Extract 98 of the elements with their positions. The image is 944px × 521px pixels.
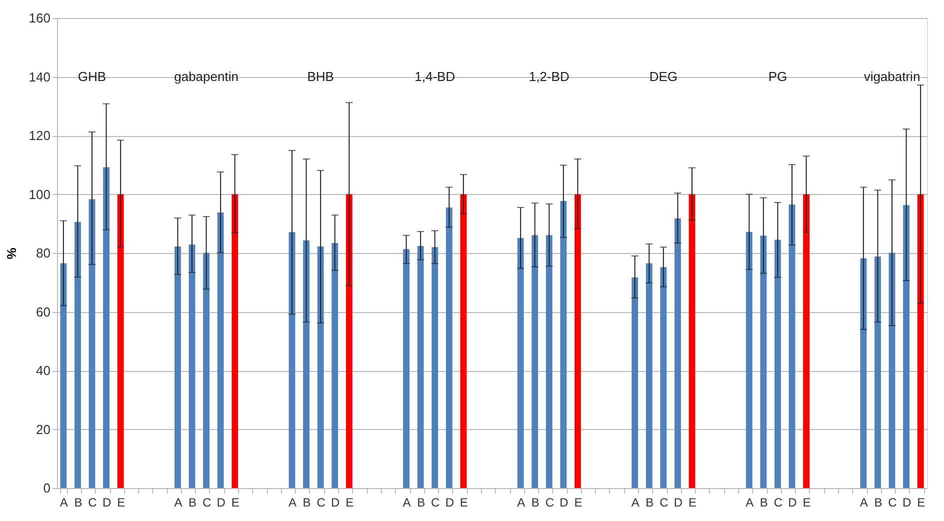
x-tick-label: B xyxy=(188,496,197,510)
bar xyxy=(574,194,581,488)
x-tick-label: E xyxy=(346,496,354,510)
y-tick-label: 20 xyxy=(36,422,50,437)
x-tick-label: C xyxy=(202,496,212,510)
bar xyxy=(546,235,552,488)
x-tick-label: B xyxy=(302,496,311,510)
bar xyxy=(917,194,924,488)
bar xyxy=(117,194,124,488)
x-tick-label: A xyxy=(746,496,754,510)
x-tick-label: B xyxy=(760,496,768,510)
bar xyxy=(60,263,67,488)
bar xyxy=(217,212,224,488)
annotation: 1,2-BD xyxy=(528,68,570,84)
bar xyxy=(332,243,338,488)
bar xyxy=(746,232,752,488)
y-tick-label: 160 xyxy=(28,10,50,26)
annotation: GHB xyxy=(78,68,106,84)
bar xyxy=(432,247,438,488)
x-tick-label: D xyxy=(674,496,683,510)
x-tick-label: D xyxy=(445,496,454,510)
x-tick-label: E xyxy=(574,496,582,510)
bar xyxy=(88,199,96,488)
x-tick-label: C xyxy=(88,496,98,510)
x-tick-label: A xyxy=(860,496,868,510)
bar xyxy=(674,218,681,488)
y-tick-label: 0 xyxy=(43,480,50,496)
x-tick-label: A xyxy=(402,496,411,510)
bar xyxy=(688,194,696,488)
bar xyxy=(203,252,210,488)
bar xyxy=(788,204,796,488)
bar xyxy=(860,258,867,488)
x-tick-label: E xyxy=(802,496,811,510)
bar xyxy=(174,246,181,488)
x-tick-label: E xyxy=(117,496,126,510)
bar xyxy=(303,240,310,488)
x-tick-label: D xyxy=(331,496,340,510)
bar xyxy=(317,246,324,488)
x-tick-label: A xyxy=(288,496,297,510)
x-tick-label: D xyxy=(216,496,226,510)
x-tick-label: B xyxy=(646,496,654,510)
bar xyxy=(532,235,538,488)
x-tick-label: A xyxy=(517,496,526,510)
x-tick-label: A xyxy=(631,496,640,510)
y-tick-label: 100 xyxy=(28,186,50,202)
x-tick-label: D xyxy=(560,496,569,510)
y-axis-title: % xyxy=(4,247,19,260)
x-tick-label: B xyxy=(74,496,82,510)
bar xyxy=(103,167,110,488)
x-tick-label: E xyxy=(688,496,697,510)
x-tick-label: B xyxy=(531,496,540,510)
bar xyxy=(346,194,352,488)
x-tick-label: D xyxy=(788,496,798,510)
annotation: vigabatrin xyxy=(864,68,920,84)
annotation: gabapentin xyxy=(174,68,238,84)
bar xyxy=(774,240,781,488)
y-tick-label: 120 xyxy=(28,128,50,143)
y-tick-label: 140 xyxy=(28,69,50,84)
bar xyxy=(646,263,652,488)
x-tick-label: C xyxy=(545,496,554,510)
bar xyxy=(460,194,467,488)
bar xyxy=(903,205,910,488)
bar xyxy=(760,236,767,488)
x-tick-label: E xyxy=(231,496,240,510)
x-tick-label: D xyxy=(102,496,112,510)
y-tick-label: 80 xyxy=(36,246,50,260)
bar xyxy=(74,222,81,488)
annotation: PG xyxy=(768,68,788,84)
bar xyxy=(888,252,896,488)
x-tick-label: C xyxy=(660,496,669,510)
bar xyxy=(288,232,296,488)
bar xyxy=(446,207,452,488)
x-tick-label: B xyxy=(874,496,882,510)
x-tick-label: A xyxy=(60,496,68,510)
annotation: BHB xyxy=(307,68,334,84)
x-tick-label: C xyxy=(316,496,326,510)
x-tick-label: C xyxy=(888,496,898,510)
annotation: DEG xyxy=(649,68,678,84)
bar xyxy=(660,267,667,488)
bar xyxy=(417,246,424,488)
bar xyxy=(632,277,638,488)
bar xyxy=(188,244,196,488)
x-tick-label: E xyxy=(460,496,468,510)
x-tick-label: C xyxy=(774,496,783,510)
bar xyxy=(874,256,881,488)
y-tick-label: 40 xyxy=(36,363,50,378)
bar xyxy=(517,238,524,488)
y-tick-label: 60 xyxy=(36,304,50,320)
x-tick-label: D xyxy=(902,496,912,510)
x-tick-label: C xyxy=(431,496,440,510)
bar xyxy=(232,194,238,488)
x-tick-label: B xyxy=(417,496,426,510)
x-tick-label: A xyxy=(174,496,182,510)
annotation: 1,4-BD xyxy=(414,68,456,84)
bar xyxy=(560,201,567,488)
bar xyxy=(403,249,410,488)
bar xyxy=(803,194,810,488)
x-tick-label: E xyxy=(917,496,926,510)
